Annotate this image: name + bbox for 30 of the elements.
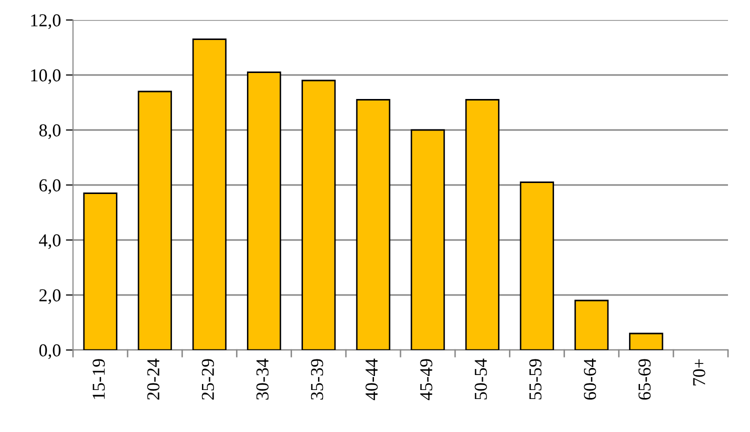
x-tick-label: 50-54 <box>474 358 487 400</box>
x-tick-label: 20-24 <box>147 358 160 400</box>
y-tick-label: 12,0 <box>31 14 61 30</box>
y-tick-label: 4,0 <box>38 234 61 250</box>
y-tick-label: 2,0 <box>39 289 61 304</box>
bar <box>138 90 172 350</box>
x-tick-label: 30-34 <box>256 358 269 400</box>
y-tick-label: 8,0 <box>39 124 61 140</box>
x-tick-label: 70+ <box>693 359 706 386</box>
bar <box>410 129 445 350</box>
bar <box>246 72 282 350</box>
x-tick-label: 45-49 <box>420 359 432 400</box>
x-tick-label: 25-29 <box>202 359 214 400</box>
x-tick-label: 55-59 <box>529 359 542 400</box>
bar <box>465 99 500 350</box>
bar <box>629 332 664 350</box>
x-tick-label: 15-19 <box>92 359 105 399</box>
x-tick-label: 40-44 <box>366 358 378 400</box>
bar <box>192 38 227 350</box>
bar <box>356 99 390 350</box>
x-tick-label: 65-69 <box>638 359 651 400</box>
x-tick-label: 60-64 <box>584 358 596 400</box>
bar <box>83 192 118 350</box>
bar <box>520 182 554 350</box>
bar <box>302 80 336 350</box>
bar <box>574 300 609 350</box>
x-tick-label: 35-39 <box>311 359 324 400</box>
y-tick-label: 0,0 <box>39 344 61 360</box>
y-tick-label: 10,0 <box>31 69 61 84</box>
y-tick-label: 6,0 <box>39 179 61 194</box>
